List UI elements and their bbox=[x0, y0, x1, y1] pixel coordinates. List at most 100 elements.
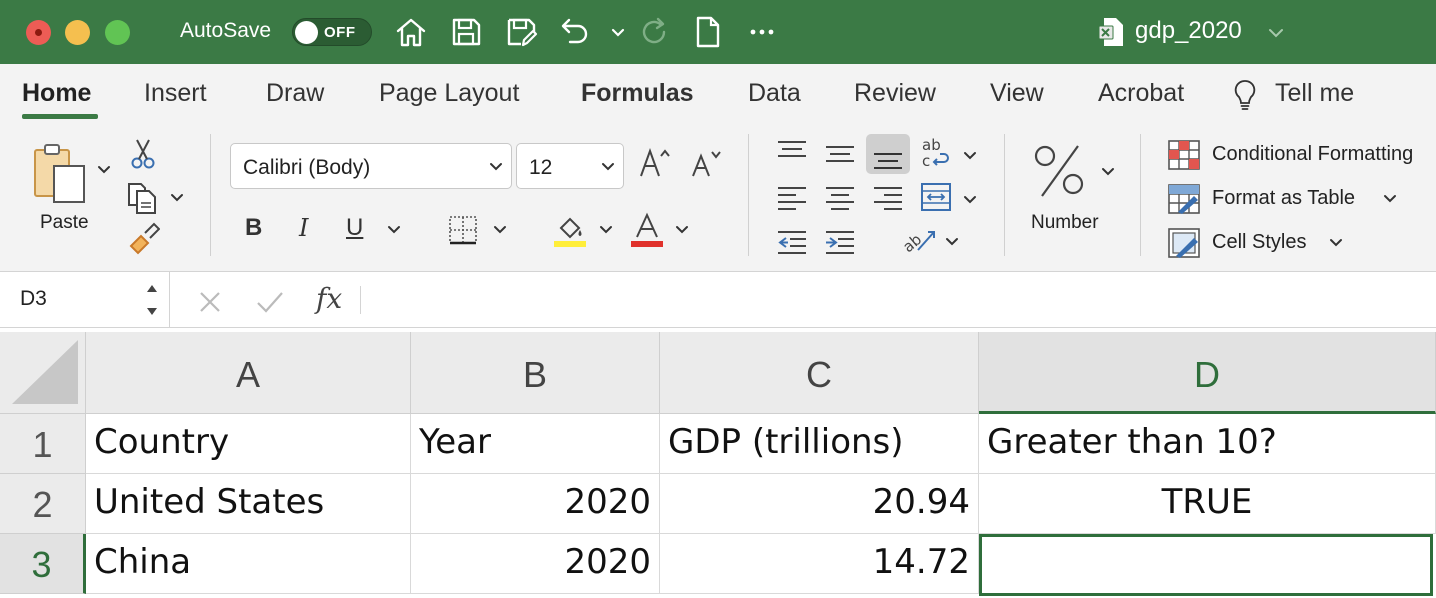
fill-color-chevron-icon[interactable] bbox=[598, 222, 614, 238]
cell-b3[interactable]: 2020 bbox=[411, 534, 660, 594]
confirm-entry-icon bbox=[256, 290, 284, 314]
underline-button[interactable]: U bbox=[346, 214, 364, 241]
text-orientation-icon[interactable]: ab bbox=[900, 224, 940, 256]
fill-color-icon[interactable] bbox=[553, 212, 587, 248]
conditional-formatting-icon[interactable] bbox=[1168, 140, 1200, 170]
tab-view[interactable]: View bbox=[990, 79, 1044, 107]
cell-styles-chevron-icon[interactable] bbox=[1328, 235, 1344, 251]
tab-insert[interactable]: Insert bbox=[144, 79, 207, 107]
underline-options-chevron-icon[interactable] bbox=[386, 222, 402, 238]
cell-d2[interactable]: TRUE bbox=[979, 474, 1436, 534]
borders-icon[interactable] bbox=[447, 214, 479, 246]
paste-label: Paste bbox=[40, 212, 89, 233]
cell-c1[interactable]: GDP (trillions) bbox=[660, 414, 979, 474]
align-top-icon[interactable] bbox=[776, 138, 808, 164]
percent-number-format-icon[interactable] bbox=[1032, 142, 1088, 200]
undo-icon[interactable] bbox=[556, 14, 592, 50]
font-color-chevron-icon[interactable] bbox=[674, 222, 690, 238]
row-header-1[interactable]: 1 bbox=[0, 414, 86, 474]
format-as-table-chevron-icon[interactable] bbox=[1382, 191, 1398, 207]
tab-home[interactable]: Home bbox=[22, 79, 92, 107]
align-center-icon[interactable] bbox=[824, 184, 856, 212]
number-format-chevron-icon[interactable] bbox=[1100, 164, 1116, 180]
bold-button[interactable]: B bbox=[245, 214, 263, 241]
align-right-icon[interactable] bbox=[872, 184, 904, 212]
column-header-c[interactable]: C bbox=[660, 332, 979, 414]
tab-page-layout[interactable]: Page Layout bbox=[379, 79, 520, 107]
undo-dropdown-chevron-icon[interactable] bbox=[600, 14, 625, 50]
select-all-corner[interactable] bbox=[0, 332, 86, 414]
name-box-stepper-icon[interactable] bbox=[144, 280, 160, 320]
cell-a2[interactable]: United States bbox=[86, 474, 411, 534]
cell-c3[interactable]: 14.72 bbox=[660, 534, 979, 594]
align-middle-icon[interactable] bbox=[824, 142, 856, 168]
more-icon[interactable] bbox=[744, 14, 780, 50]
column-header-d[interactable]: D bbox=[979, 332, 1436, 414]
cell-b1[interactable]: Year bbox=[411, 414, 660, 474]
text-orientation-chevron-icon[interactable] bbox=[944, 234, 960, 250]
insert-function-button[interactable]: fx bbox=[316, 282, 343, 315]
formula-bar: D3 fx bbox=[0, 272, 1436, 328]
paste-options-chevron-icon[interactable] bbox=[96, 162, 112, 178]
cell-d3-active[interactable] bbox=[979, 534, 1433, 596]
column-header-a[interactable]: A bbox=[86, 332, 411, 414]
cell-b2[interactable]: 2020 bbox=[411, 474, 660, 534]
save-as-icon[interactable] bbox=[503, 14, 539, 50]
merge-center-icon[interactable] bbox=[920, 182, 952, 212]
wrap-text-chevron-icon[interactable] bbox=[962, 148, 978, 164]
increase-indent-icon[interactable] bbox=[824, 228, 856, 256]
tab-review[interactable]: Review bbox=[854, 79, 936, 107]
column-header-b[interactable]: B bbox=[411, 332, 660, 414]
row-header-2[interactable]: 2 bbox=[0, 474, 86, 534]
align-bottom-icon[interactable] bbox=[866, 134, 910, 174]
new-document-icon[interactable] bbox=[690, 14, 726, 50]
save-icon[interactable] bbox=[448, 14, 484, 50]
lightbulb-icon[interactable] bbox=[1232, 78, 1258, 112]
cell-d1[interactable]: Greater than 10? bbox=[979, 414, 1436, 474]
cell-styles-icon[interactable] bbox=[1168, 228, 1200, 258]
cell-c2[interactable]: 20.94 bbox=[660, 474, 979, 534]
autosave-state: OFF bbox=[324, 24, 356, 41]
tab-draw[interactable]: Draw bbox=[266, 79, 325, 107]
document-title[interactable]: gdp_2020 bbox=[1135, 17, 1242, 44]
decrease-font-size-icon[interactable] bbox=[690, 146, 724, 180]
align-left-icon[interactable] bbox=[776, 184, 808, 212]
tab-formulas[interactable]: Formulas bbox=[581, 79, 694, 107]
ribbon-separator bbox=[1004, 134, 1005, 256]
merge-center-chevron-icon[interactable] bbox=[962, 192, 978, 208]
autosave-toggle[interactable]: OFF bbox=[292, 18, 372, 46]
borders-chevron-icon[interactable] bbox=[492, 222, 508, 238]
wrap-text-icon[interactable]: ab c bbox=[920, 136, 954, 170]
redo-icon bbox=[636, 14, 672, 50]
close-window-button[interactable] bbox=[26, 20, 51, 45]
format-painter-icon[interactable] bbox=[126, 222, 160, 256]
svg-text:c: c bbox=[922, 152, 930, 170]
increase-font-size-icon[interactable] bbox=[638, 146, 672, 180]
tab-acrobat[interactable]: Acrobat bbox=[1098, 79, 1185, 107]
home-icon[interactable] bbox=[393, 14, 429, 50]
font-name-dropdown[interactable]: Calibri (Body) bbox=[230, 143, 512, 189]
cut-scissors-icon[interactable] bbox=[130, 138, 156, 170]
zoom-window-button[interactable] bbox=[105, 20, 130, 45]
cell-styles-button[interactable]: Cell Styles bbox=[1212, 231, 1307, 253]
cell-a1[interactable]: Country bbox=[86, 414, 411, 474]
copy-icon[interactable] bbox=[126, 181, 160, 215]
italic-button[interactable]: I bbox=[299, 214, 309, 242]
format-as-table-button[interactable]: Format as Table bbox=[1212, 187, 1356, 209]
format-as-table-icon[interactable] bbox=[1168, 184, 1200, 214]
tab-tell-me[interactable]: Tell me bbox=[1275, 79, 1355, 107]
tab-data[interactable]: Data bbox=[748, 79, 801, 107]
row-header-3[interactable]: 3 bbox=[0, 534, 86, 594]
document-title-chevron-icon[interactable] bbox=[1258, 14, 1283, 50]
ribbon-separator bbox=[210, 134, 211, 256]
minimize-window-button[interactable] bbox=[65, 20, 90, 45]
cell-a3[interactable]: China bbox=[86, 534, 411, 594]
font-size-dropdown[interactable]: 12 bbox=[516, 143, 624, 189]
title-bar: AutoSave OFF gdp_2020 bbox=[0, 0, 1436, 64]
conditional-formatting-button[interactable]: Conditional Formatting bbox=[1212, 143, 1414, 165]
name-box[interactable]: D3 bbox=[0, 272, 170, 327]
copy-options-chevron-icon[interactable] bbox=[169, 190, 185, 206]
paste-icon[interactable] bbox=[32, 142, 92, 204]
decrease-indent-icon[interactable] bbox=[776, 228, 808, 256]
font-color-icon[interactable] bbox=[630, 212, 664, 248]
